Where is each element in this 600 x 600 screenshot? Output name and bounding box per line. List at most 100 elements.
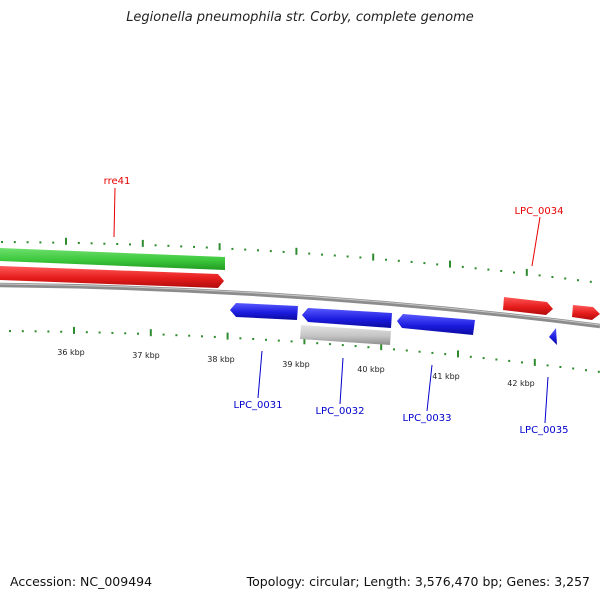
minor-tick: [290, 340, 293, 343]
accession-text: Accession: NC_009494: [10, 574, 153, 589]
feature-forward-gene-1[interactable]: [0, 266, 224, 288]
label-LPC_0032[interactable]: LPC_0032: [315, 406, 364, 417]
minor-tick: [77, 242, 80, 244]
minor-tick: [26, 241, 29, 244]
feature-pseudo-gene[interactable]: [300, 325, 391, 345]
minor-tick: [487, 268, 490, 271]
feature-forward-gene-edge[interactable]: [572, 305, 600, 320]
label-LPC_0035[interactable]: LPC_0035: [519, 425, 568, 436]
minor-tick: [124, 332, 127, 335]
minor-tick: [60, 330, 63, 333]
label-LPC_0033[interactable]: LPC_0033: [402, 413, 451, 424]
major-tick: [149, 329, 152, 337]
minor-tick: [564, 277, 567, 280]
minor-tick: [231, 247, 234, 250]
minor-tick: [265, 338, 267, 341]
scale-label-39kbp: 39 kbp: [282, 360, 310, 369]
minor-tick: [1, 241, 3, 243]
scale-label-38kbp: 38 kbp: [207, 355, 235, 364]
minor-tick: [333, 254, 336, 257]
major-tick: [525, 268, 528, 276]
minor-tick: [500, 270, 503, 272]
major-tick: [303, 337, 306, 345]
minor-tick: [316, 342, 319, 345]
scale-label-36kbp: 36 kbp: [57, 348, 85, 357]
minor-tick: [269, 250, 272, 253]
minor-tick: [244, 248, 247, 251]
minor-tick: [98, 331, 101, 334]
minor-tick: [180, 245, 183, 248]
minor-tick: [21, 330, 24, 333]
label-rre41[interactable]: rre41: [104, 176, 131, 187]
minor-tick: [154, 244, 157, 247]
label-LPC_0034[interactable]: LPC_0034: [514, 206, 563, 217]
minor-tick: [354, 345, 357, 348]
minor-tick: [85, 331, 88, 334]
minor-tick: [52, 241, 55, 244]
feature-LPC_0031[interactable]: [230, 303, 298, 320]
feature-LPC_0035[interactable]: [549, 328, 557, 345]
minor-tick: [329, 343, 331, 346]
feature-rre41[interactable]: [0, 248, 225, 270]
minor-tick: [577, 279, 579, 282]
minor-tick: [538, 274, 541, 277]
major-tick: [65, 237, 67, 245]
major-tick: [218, 243, 221, 251]
scale-label-37kbp: 37 kbp: [132, 351, 160, 360]
feature-LPC_0032[interactable]: [302, 308, 392, 328]
minor-tick: [469, 355, 472, 358]
label-LPC_0031[interactable]: LPC_0031: [233, 400, 282, 411]
minor-tick: [47, 330, 50, 333]
minor-tick: [175, 334, 178, 337]
minor-tick: [513, 271, 515, 274]
minor-tick: [321, 253, 323, 256]
minor-tick: [277, 339, 280, 342]
minor-tick: [341, 344, 344, 347]
minor-tick: [257, 249, 259, 252]
LPC_0035-callout-line: [544, 376, 549, 424]
major-tick: [449, 260, 451, 268]
minor-tick: [508, 359, 511, 362]
minor-tick: [213, 335, 216, 338]
LPC_0031-callout-line: [257, 350, 263, 399]
minor-tick: [252, 338, 255, 340]
minor-tick: [551, 276, 554, 278]
LPC_0033-callout-line: [426, 364, 433, 412]
major-tick: [295, 247, 298, 255]
major-tick: [226, 332, 229, 340]
scale-label-40kbp: 40 kbp: [357, 365, 385, 374]
minor-tick: [116, 243, 119, 245]
minor-tick: [423, 262, 426, 265]
minor-tick: [34, 330, 37, 333]
minor-tick: [482, 357, 485, 360]
major-tick: [372, 253, 375, 261]
genome-summary-text: Topology: circular; Length: 3,576,470 bp…: [246, 574, 590, 589]
feature-LPC_0034[interactable]: [503, 297, 553, 315]
genome-backbone: [0, 282, 600, 329]
rre41-callout-line: [113, 187, 116, 238]
minor-tick: [585, 369, 587, 372]
minor-tick: [495, 358, 498, 361]
minor-tick: [546, 364, 549, 367]
minor-tick: [13, 241, 16, 244]
scale-label-41kbp: 41 kbp: [432, 372, 460, 381]
minor-tick: [572, 367, 575, 370]
minor-tick: [193, 245, 195, 248]
map-title: Legionella pneumophila str. Corby, compl…: [126, 10, 474, 25]
feature-LPC_0033[interactable]: [397, 314, 475, 335]
minor-tick: [385, 258, 387, 261]
minor-tick: [410, 260, 413, 263]
minor-tick: [405, 349, 408, 352]
minor-tick: [103, 242, 106, 245]
minor-tick: [461, 265, 464, 268]
minor-tick: [521, 361, 523, 364]
minor-tick: [162, 333, 165, 336]
genome-backbone-highlight: [0, 283, 600, 326]
LPC_0032-callout-line: [339, 357, 344, 405]
minor-tick: [167, 244, 170, 247]
minor-tick: [308, 252, 311, 255]
LPC_0034-callout-line: [531, 216, 541, 267]
minor-tick: [137, 332, 139, 335]
minor-tick: [367, 346, 370, 349]
minor-tick: [201, 335, 203, 338]
